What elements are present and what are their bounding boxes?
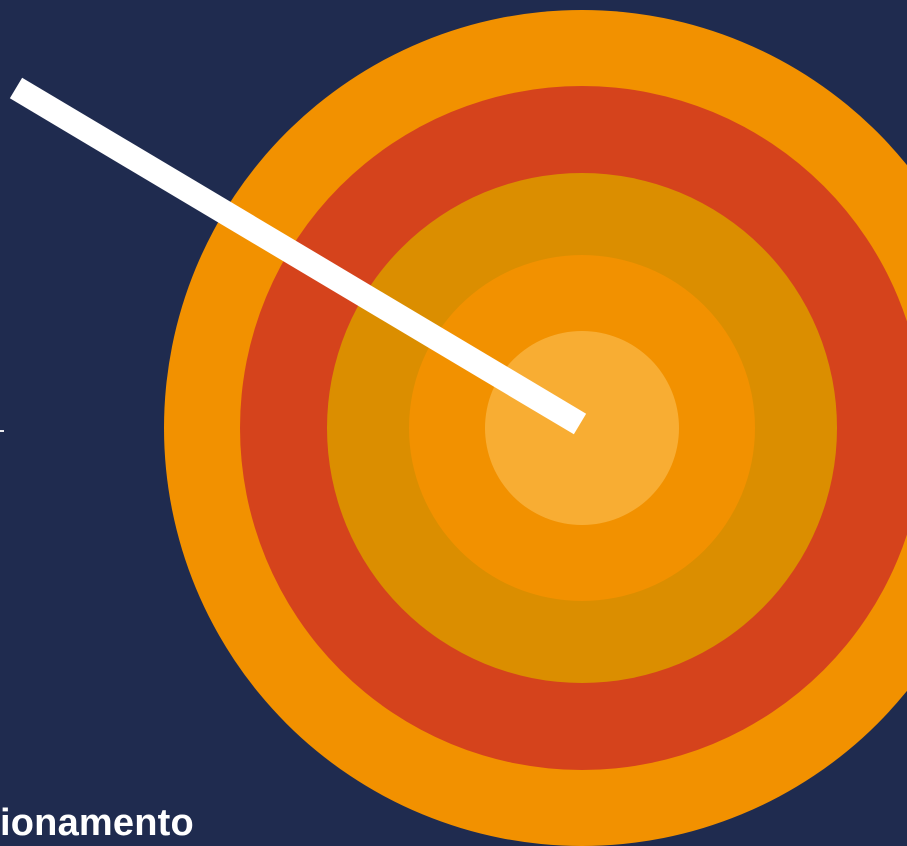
target-icon bbox=[164, 10, 907, 846]
target-bullseye bbox=[485, 331, 679, 525]
arrow-icon bbox=[9, 77, 587, 435]
edge-mark bbox=[0, 430, 4, 432]
caption-text: ionamento bbox=[0, 802, 194, 844]
